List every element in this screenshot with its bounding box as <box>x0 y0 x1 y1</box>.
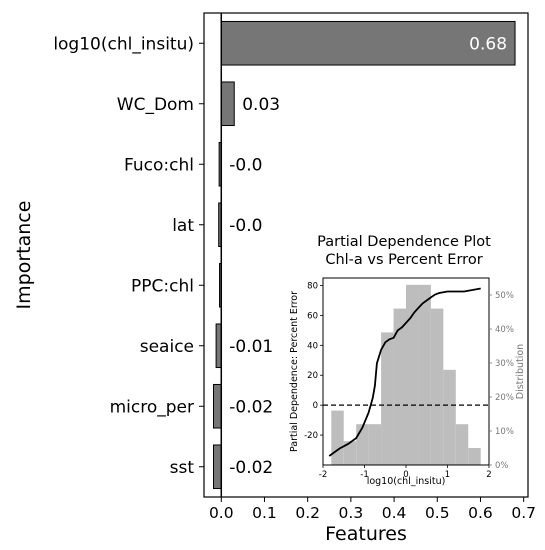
inset-x-tick-label: 1 <box>445 470 450 480</box>
y-tick-label: PPC:chl <box>131 276 194 296</box>
y-tick-labels: log10(chl_insitu) WC_Dom Fuco:chl lat PPC:ch… <box>53 34 204 478</box>
y-tick-label: micro_per <box>110 397 194 417</box>
hist-bin-3 <box>368 424 382 465</box>
inset-y2-tick-label: 50% <box>495 291 514 301</box>
bar-0 <box>220 20 516 66</box>
bar-value-label: 0.68 <box>469 34 507 54</box>
bar-value-label: -0.02 <box>229 397 273 417</box>
bar-value-label: -0.0 <box>229 155 262 175</box>
inset-y2-tick-label: 30% <box>495 359 514 369</box>
x-tick-labels: 0.0 0.1 0.2 0.3 0.4 0.5 0.6 0.7 <box>209 497 536 522</box>
inset-y2-tick-label: 10% <box>495 427 514 437</box>
hist-bin-6 <box>406 284 419 465</box>
x-tick-label: 0.3 <box>339 504 364 522</box>
inset-y-axis-label: Partial Dependence: Percent Error <box>289 291 300 452</box>
hist-bin-5 <box>393 308 406 465</box>
hist-bin-0 <box>331 410 344 465</box>
inset-title: Partial Dependence Plot <box>317 234 491 250</box>
inset-y2-tick-label: 0% <box>495 461 509 471</box>
x-tick-label: 0.6 <box>468 504 493 522</box>
feature-importance-chart: log10(chl_insitu) WC_Dom Fuco:chl lat PPC:ch… <box>13 12 536 545</box>
inset-y-tick-label: 60 <box>307 311 318 321</box>
hist-bin-2 <box>356 424 369 465</box>
y-tick-label: Fuco:chl <box>124 155 194 175</box>
hist-bin-1 <box>343 441 357 465</box>
hist-bin-8 <box>430 308 444 465</box>
plot-frame <box>203 12 529 498</box>
bar-value-label: -0.02 <box>229 458 273 478</box>
bar-value-label: -0.01 <box>229 337 273 357</box>
hist-bin-11 <box>468 448 481 465</box>
hist-bin-10 <box>455 424 469 465</box>
bars-layer <box>213 20 516 490</box>
inset-x-tick-labels: -2 -1 0 1 2 <box>319 465 492 480</box>
x-tick-label: 0.4 <box>382 504 407 522</box>
inset-x-tick-label: 2 <box>486 470 491 480</box>
inset-y-tick-label: 0 <box>313 401 318 411</box>
hist-bin-9 <box>443 369 456 465</box>
inset-x-tick-label: -1 <box>360 470 368 480</box>
inset-x-tick-label: 0 <box>403 470 408 480</box>
y-tick-label: seaice <box>140 337 194 357</box>
partial-dependence-inset: -2 -1 0 1 2 -20 0 20 40 60 80 0% 10% 20% 30% 40% 50% P… <box>282 225 527 493</box>
inset-subtitle: Chl-a vs Percent Error <box>325 252 482 268</box>
x-axis-label: Features <box>325 523 407 545</box>
y-axis-label: Importance <box>13 201 35 310</box>
inset-y2-axis-label: Distribution <box>515 344 526 399</box>
bar-1 <box>220 81 235 127</box>
x-tick-label: 0.0 <box>209 504 234 522</box>
inset-x-axis-label: log10(chl_insitu) <box>367 476 446 487</box>
x-tick-label: 0.1 <box>252 504 277 522</box>
inset-y2-tick-label: 40% <box>495 325 514 335</box>
hist-bin-4 <box>381 332 394 465</box>
inset-y-tick-label: 40 <box>307 341 318 351</box>
hist-bin-7 <box>418 284 431 465</box>
bar-7 <box>213 444 222 490</box>
bar-value-label: -0.0 <box>229 216 262 236</box>
bar-5 <box>215 323 222 369</box>
inset-y-tick-label: -20 <box>304 431 318 441</box>
bar-value-label: 0.03 <box>242 95 280 115</box>
y-tick-label: log10(chl_insitu) <box>53 34 194 54</box>
bar-value-labels: 0.68 0.03 -0.0 -0.0 -0.01 -0.02 -0.02 <box>229 34 507 478</box>
x-tick-label: 0.7 <box>511 504 536 522</box>
inset-y-tick-labels: -20 0 20 40 60 80 <box>304 281 323 441</box>
x-tick-label: 0.2 <box>295 504 320 522</box>
y-tick-label: lat <box>172 216 194 236</box>
x-tick-label: 0.5 <box>425 504 450 522</box>
partial-dependence-line <box>328 287 481 457</box>
inset-y2-tick-label: 20% <box>495 393 514 403</box>
inset-y2-tick-labels: 0% 10% 20% 30% 40% 50% <box>489 291 514 471</box>
y-tick-label: sst <box>170 458 195 478</box>
inset-x-tick-label: -2 <box>319 470 327 480</box>
y-tick-label: WC_Dom <box>117 95 194 115</box>
bar-6 <box>213 383 222 429</box>
inset-y-tick-label: 80 <box>307 281 318 291</box>
inset-y-tick-label: 20 <box>307 371 318 381</box>
